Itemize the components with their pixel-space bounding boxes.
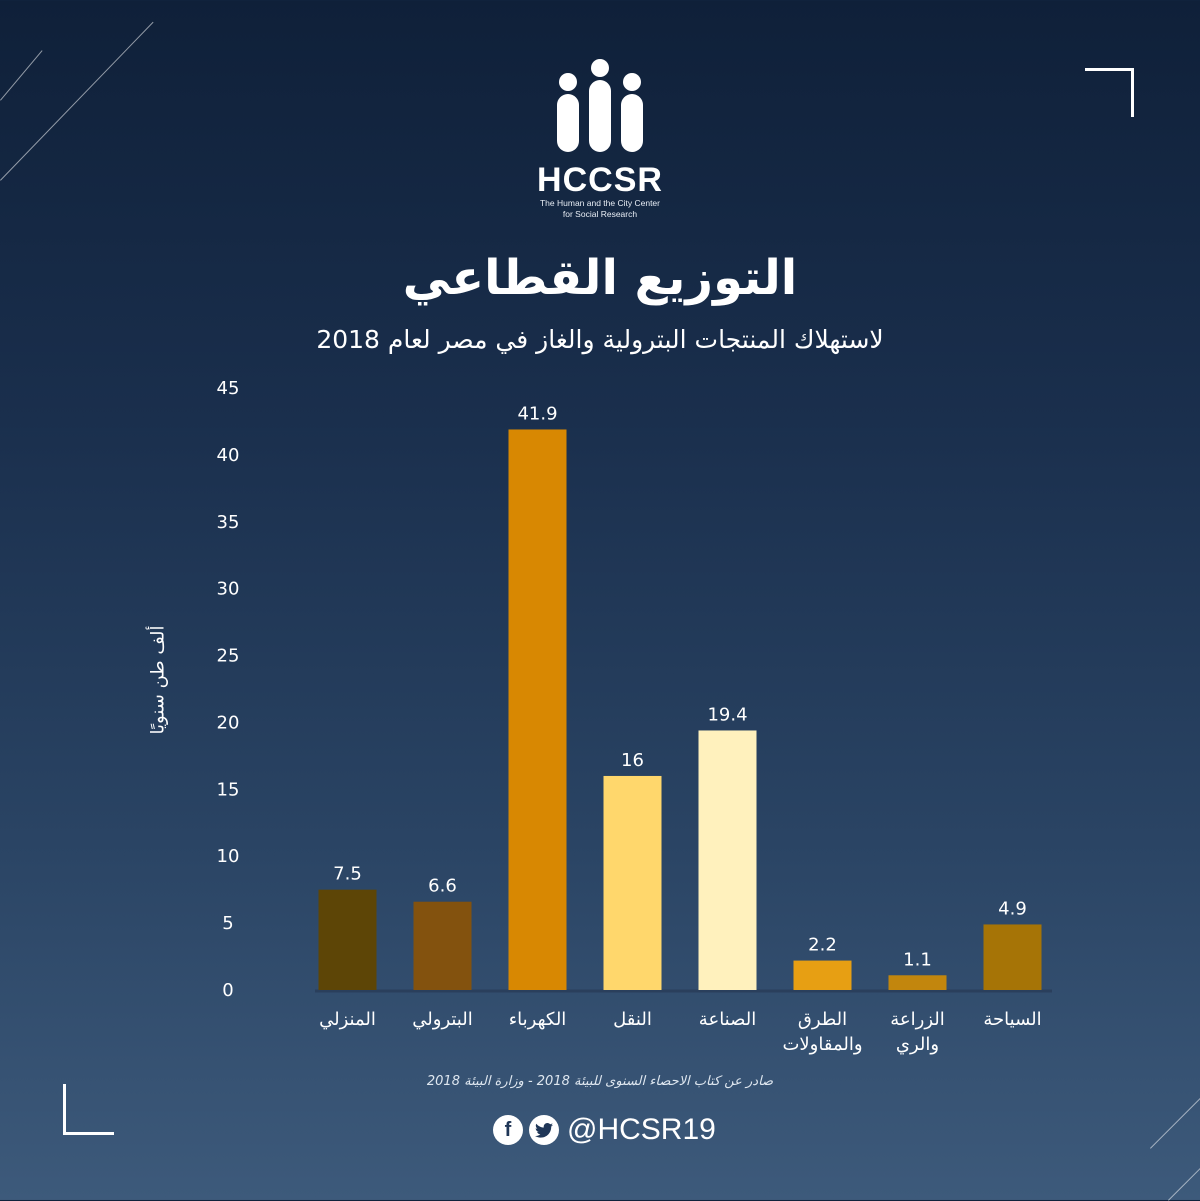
y-tick-label: 25 — [217, 646, 240, 667]
y-tick-label: 15 — [217, 779, 240, 800]
x-tick-label: والمقاولات — [782, 1034, 862, 1055]
logo-name: HCCSR — [537, 161, 663, 199]
logo-tagline: for Social Research — [562, 209, 638, 219]
x-tick-label: الكهرباء — [509, 1009, 567, 1030]
bar — [698, 730, 757, 990]
corner-bracket-top-right — [1085, 68, 1134, 117]
chart-subtitle: لاستهلاك المنتجات البترولية والغاز في مص… — [316, 325, 884, 354]
data-label: 19.4 — [707, 704, 747, 725]
source-note: صادر عن كتاب الاحصاء السنوى للبيئة 2018 … — [426, 1074, 774, 1089]
data-label: 7.5 — [333, 864, 362, 885]
y-tick-label: 30 — [217, 579, 240, 600]
bar — [983, 924, 1042, 990]
logo-tagline: The Human and the City Center — [539, 198, 660, 208]
logo-figures-icon — [557, 59, 643, 152]
y-tick-label: 5 — [222, 913, 233, 934]
data-label: 4.9 — [998, 898, 1027, 919]
x-tick-label: المنزلي — [319, 1009, 376, 1030]
data-label: 6.6 — [428, 876, 457, 897]
y-tick-label: 10 — [217, 846, 240, 867]
y-tick-label: 45 — [217, 378, 240, 399]
y-tick-label: 20 — [217, 712, 240, 733]
data-label: 1.1 — [903, 949, 932, 970]
x-tick-label: السياحة — [983, 1009, 1041, 1030]
social-handle: @HCSR19 — [567, 1113, 716, 1146]
hccsr-logo: HCCSR The Human and the City Center for … — [530, 58, 670, 220]
bar — [508, 429, 567, 991]
y-tick-label: 40 — [217, 445, 240, 466]
x-tick-label: البترولي — [412, 1009, 472, 1030]
chart-title: التوزيع القطاعي — [402, 250, 798, 306]
y-tick-label: 0 — [222, 980, 233, 1001]
bar — [888, 975, 947, 990]
bar — [603, 775, 662, 990]
x-tick-label: النقل — [613, 1009, 652, 1030]
data-label: 2.2 — [808, 935, 837, 956]
x-tick-label: الطرق — [798, 1009, 847, 1030]
x-tick-label: الصناعة — [699, 1009, 756, 1030]
bar — [318, 889, 377, 990]
facebook-icon[interactable]: f — [493, 1115, 523, 1145]
y-axis-label-box: ألف طن سنويًا — [118, 610, 198, 750]
data-label: 16 — [621, 750, 644, 771]
data-label: 41.9 — [517, 403, 557, 424]
corner-bracket-bottom-left — [63, 1084, 114, 1135]
bar — [413, 901, 472, 990]
social-bar: f @HCSR19 — [493, 1112, 716, 1148]
bar — [793, 960, 852, 990]
y-axis-label: ألف طن سنويًا — [147, 625, 169, 735]
twitter-bird-icon — [535, 1122, 553, 1138]
twitter-icon[interactable] — [529, 1115, 559, 1145]
x-tick-label: والري — [896, 1034, 939, 1055]
x-tick-label: الزراعة — [890, 1009, 945, 1030]
y-tick-label: 35 — [217, 512, 240, 533]
